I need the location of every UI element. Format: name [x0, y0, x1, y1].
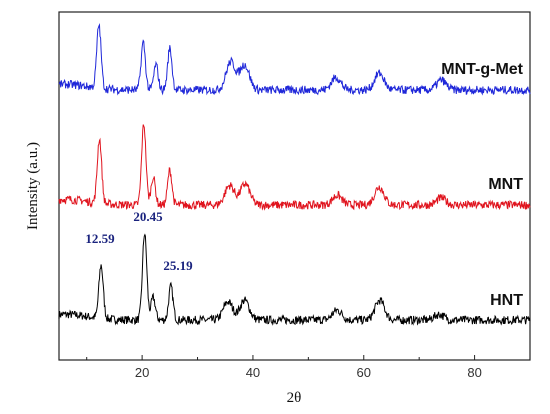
peak-label-25-19: 25.19: [163, 258, 193, 273]
x-tick-label-80: 80: [467, 365, 481, 380]
series-line-hnt: [58, 233, 531, 326]
plot-frame: [58, 11, 531, 361]
series-label-mnt-g-met: MNT-g-Met: [441, 61, 523, 78]
series-layer: [58, 22, 531, 326]
y-axis-title: Intensity (a.u.): [25, 142, 41, 230]
peak-label-20-45: 20.45: [133, 209, 163, 224]
x-tick-label-20: 20: [135, 365, 149, 380]
x-axis-title: 2θ: [287, 390, 302, 406]
x-tick-label-60: 60: [357, 365, 371, 380]
series-line-mnt: [58, 124, 531, 211]
peak-label-12-59: 12.59: [85, 231, 115, 246]
series-label-hnt: HNT: [490, 292, 523, 309]
tick-layer: 20 40 60 80: [86, 355, 531, 380]
series-label-mnt: MNT: [488, 176, 523, 193]
series-line-mnt-g-met: [58, 22, 531, 96]
x-tick-label-40: 40: [246, 365, 260, 380]
